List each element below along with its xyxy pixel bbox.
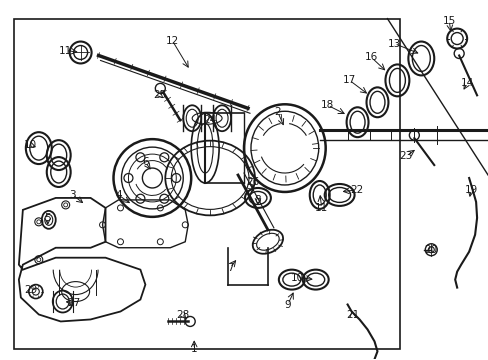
Text: 5: 5 <box>44 213 51 223</box>
Text: 28: 28 <box>176 310 189 320</box>
Text: 6: 6 <box>142 157 148 167</box>
Text: 10: 10 <box>291 273 304 283</box>
Text: 16: 16 <box>364 53 377 63</box>
Text: 21: 21 <box>345 310 359 320</box>
Text: 13: 13 <box>387 39 400 49</box>
Text: 3: 3 <box>69 190 76 200</box>
Text: 20: 20 <box>424 245 437 255</box>
Text: 10: 10 <box>24 140 37 150</box>
Text: 11: 11 <box>314 203 327 213</box>
Text: 7: 7 <box>226 263 233 273</box>
Text: 1: 1 <box>190 345 197 354</box>
Bar <box>14 19 400 349</box>
Text: 29: 29 <box>24 284 38 294</box>
Text: 25: 25 <box>153 90 166 100</box>
Text: 11: 11 <box>59 45 72 55</box>
Text: 23: 23 <box>399 151 412 161</box>
Text: 22: 22 <box>349 185 363 195</box>
Text: 4: 4 <box>115 190 122 200</box>
Text: 17: 17 <box>342 75 355 85</box>
Text: 14: 14 <box>460 78 473 88</box>
Text: 15: 15 <box>442 15 455 26</box>
Text: 24: 24 <box>203 115 216 125</box>
Text: 19: 19 <box>464 185 477 195</box>
Text: 2: 2 <box>274 107 281 117</box>
Text: 26: 26 <box>246 177 259 187</box>
Text: 18: 18 <box>321 100 334 110</box>
Text: 8: 8 <box>254 195 261 205</box>
Text: 9: 9 <box>284 300 290 310</box>
Text: 12: 12 <box>165 36 179 46</box>
Text: 27: 27 <box>67 297 80 307</box>
